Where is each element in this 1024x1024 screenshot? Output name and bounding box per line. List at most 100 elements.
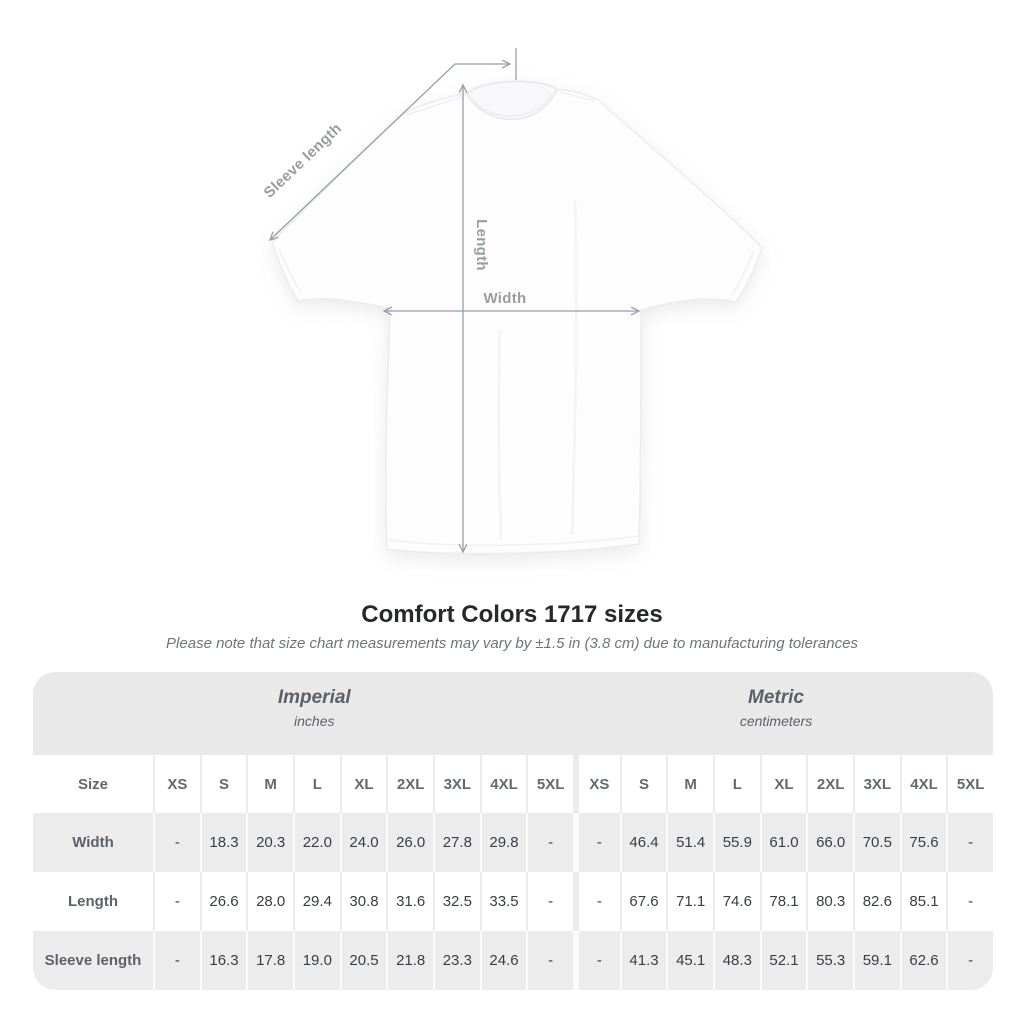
size-value-cell: 18.3 — [199, 813, 247, 872]
row-label: Sleeve length — [44, 952, 142, 969]
size-value-cell: 24.6 — [479, 931, 527, 990]
sleeve-length-arrow — [270, 64, 510, 240]
tshirt-cuff-seam-right — [731, 249, 755, 296]
imperial-group-name: Imperial — [277, 687, 351, 708]
size-value-cell: 62.6 — [899, 931, 947, 990]
size-value-cell: 17.8 — [246, 931, 293, 990]
size-value-cell: 61.0 — [759, 813, 807, 872]
metric-group-unit: centimeters — [739, 713, 813, 729]
size-value-cell: 51.4 — [666, 813, 713, 872]
width-label: Width — [483, 290, 526, 307]
size-value-cell: 26.6 — [199, 872, 247, 931]
size-value-cell: 66.0 — [806, 813, 853, 872]
size-table-rows: Width -18.3 20.3 22.0 24.0 26.0 27.8 29.8- -46.4… — [33, 813, 993, 990]
size-value-cell: 85.1 — [899, 872, 947, 931]
size-col-header: 5XL — [526, 755, 573, 813]
imperial-group-label: Imperial inches — [278, 687, 351, 729]
size-col-header: M — [246, 755, 293, 813]
tshirt-shoulder-seam-right — [559, 91, 596, 102]
size-value-cell: - — [153, 931, 200, 990]
imperial-group-unit: inches — [294, 713, 335, 729]
metric-group-name: Metric — [748, 687, 805, 708]
tshirt-graphic — [271, 80, 763, 555]
size-value-cell: - — [573, 931, 620, 990]
size-value-cell: 59.1 — [853, 931, 900, 990]
unit-group-band: Imperial inches Metric centimeters — [33, 672, 993, 755]
size-col-header: L — [713, 755, 760, 813]
size-col-header: 3XL — [853, 755, 900, 813]
size-header-cell: Size — [77, 775, 108, 793]
size-value-cell: 48.3 — [713, 931, 760, 990]
size-value-cell: 32.5 — [433, 872, 480, 931]
tshirt-body-shape — [271, 80, 763, 555]
size-header-row: Size XS S M L XL 2XL 3XL 4XL 5XL XS S M L XL 2XL 3XL 4XL… — [33, 755, 993, 813]
size-value-cell: 21.8 — [386, 931, 433, 990]
size-value-cell: 45.1 — [666, 931, 713, 990]
size-col-header: 4XL — [479, 755, 527, 813]
size-value-cell: 27.8 — [433, 813, 480, 872]
size-value-cell: 31.6 — [386, 872, 433, 931]
size-value-cell: 78.1 — [759, 872, 807, 931]
size-value-cell: 52.1 — [759, 931, 807, 990]
size-value-cell: 74.6 — [713, 872, 760, 931]
size-value-cell: 46.4 — [619, 813, 667, 872]
size-value-cell: 67.6 — [619, 872, 667, 931]
size-col-header: 2XL — [806, 755, 853, 813]
size-col-header: 4XL — [899, 755, 947, 813]
table-row: Length -26.6 28.0 29.4 30.8 31.6 32.5 33.5- -67.… — [33, 872, 993, 931]
size-col-header: L — [293, 755, 340, 813]
size-col-header: XS — [573, 755, 620, 813]
size-value-cell: 71.1 — [666, 872, 713, 931]
size-col-header: M — [666, 755, 713, 813]
size-value-cell: 82.6 — [853, 872, 900, 931]
size-col-header: 3XL — [433, 755, 480, 813]
page-title: Comfort Colors 1717 sizes — [361, 601, 663, 628]
size-value-cell: 80.3 — [806, 872, 853, 931]
size-value-cell: 26.0 — [386, 813, 433, 872]
size-value-cell: 30.8 — [339, 872, 387, 931]
length-label: Length — [473, 219, 490, 271]
tshirt-cuff-seam-left — [278, 248, 303, 295]
tshirt-hem-seam — [388, 535, 640, 547]
metric-group-label: Metric centimeters — [740, 687, 812, 729]
page-subtitle: Please note that size chart measurements… — [166, 635, 858, 652]
table-row: Width -18.3 20.3 22.0 24.0 26.0 27.8 29.8- -46.4… — [33, 813, 993, 872]
size-col-header: XL — [339, 755, 387, 813]
size-value-cell: 55.9 — [713, 813, 760, 872]
size-value-cell: - — [946, 872, 993, 931]
size-col-header: XS — [153, 755, 200, 813]
size-col-header: 5XL — [946, 755, 993, 813]
size-value-cell: - — [573, 813, 620, 872]
size-value-cell: 16.3 — [199, 931, 247, 990]
row-label: Length — [68, 893, 118, 910]
size-value-cell: 24.0 — [339, 813, 387, 872]
size-value-cell: 23.3 — [433, 931, 480, 990]
size-col-header: S — [619, 755, 667, 813]
size-value-cell: - — [946, 931, 993, 990]
size-value-cell: - — [573, 872, 620, 931]
size-value-cell: 19.0 — [293, 931, 340, 990]
size-value-cell: 55.3 — [806, 931, 853, 990]
size-value-cell: 29.8 — [479, 813, 527, 872]
size-value-cell: 29.4 — [293, 872, 340, 931]
size-value-cell: 20.5 — [339, 931, 387, 990]
size-value-cell: - — [526, 872, 573, 931]
size-value-cell: - — [153, 872, 200, 931]
size-col-header: XL — [759, 755, 807, 813]
row-label: Width — [72, 834, 114, 851]
size-value-cell: 75.6 — [899, 813, 947, 872]
size-value-cell: 20.3 — [246, 813, 293, 872]
size-value-cell: 22.0 — [293, 813, 340, 872]
size-value-cell: 33.5 — [479, 872, 527, 931]
size-value-cell: - — [526, 813, 573, 872]
tshirt-fold — [497, 329, 503, 541]
size-value-cell: - — [153, 813, 200, 872]
tshirt-measurement-figure: Sleeve length Length Width — [261, 48, 763, 555]
size-value-cell: - — [946, 813, 993, 872]
size-table: Imperial inches Metric centimeters Size … — [33, 672, 993, 990]
tshirt-fold — [570, 199, 578, 536]
size-col-header: S — [199, 755, 247, 813]
size-value-cell: 41.3 — [619, 931, 667, 990]
size-value-cell: 28.0 — [246, 872, 293, 931]
